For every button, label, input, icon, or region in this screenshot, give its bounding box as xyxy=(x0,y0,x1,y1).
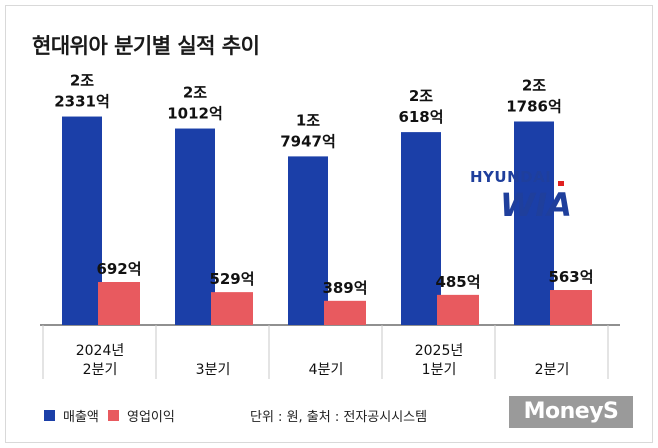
legend-item-operating-profit: 영업이익 xyxy=(108,406,175,425)
operating-profit-bar xyxy=(98,282,140,325)
revenue-bar xyxy=(62,116,102,325)
revenue-data-label: 1조 xyxy=(296,111,320,129)
logo-red-mark xyxy=(558,181,564,186)
revenue-data-label: 2조 xyxy=(522,76,546,94)
revenue-data-label: 2조 xyxy=(70,72,94,90)
category-label: 2024년 xyxy=(76,343,125,359)
legend-label-revenue: 매출액 xyxy=(63,410,99,425)
revenue-data-label: 618억 xyxy=(398,108,443,126)
revenue-data-label: 2조 xyxy=(183,84,207,102)
category-label: 1분기 xyxy=(422,362,457,378)
operating-profit-bar xyxy=(550,290,592,325)
category-label: 2025년 xyxy=(415,343,464,359)
category-label: 2분기 xyxy=(83,362,118,378)
category-label: 3분기 xyxy=(196,362,231,378)
revenue-bar xyxy=(514,121,554,325)
revenue-data-label: 1786억 xyxy=(506,97,562,115)
legend-swatch-operating-profit xyxy=(108,410,119,421)
logo-top-text: HYUNDAI xyxy=(470,168,552,186)
revenue-bar xyxy=(288,156,328,325)
operating-profit-bar xyxy=(324,300,366,325)
revenue-data-label: 2331억 xyxy=(54,93,110,111)
revenue-bar xyxy=(175,128,215,325)
moneys-watermark: MoneyS xyxy=(509,396,633,428)
chart-title: 현대위아 분기별 실적 추이 xyxy=(32,34,260,58)
source-note: 단위 : 원, 출처 : 전자공시시스템 xyxy=(250,410,428,425)
operating-profit-data-label: 529억 xyxy=(209,270,254,288)
operating-profit-bar xyxy=(211,292,253,325)
revenue-data-label: 7947억 xyxy=(280,132,336,150)
logo-bottom-text: WIA xyxy=(500,186,572,224)
category-label: 2분기 xyxy=(535,362,570,378)
operating-profit-data-label: 485억 xyxy=(435,273,480,291)
revenue-bar xyxy=(401,132,441,325)
category-label: 4분기 xyxy=(309,362,344,378)
hyundai-wia-logo: HYUNDAI WIA xyxy=(470,168,600,224)
legend-item-revenue: 매출액 xyxy=(44,406,99,425)
legend-swatch-revenue xyxy=(44,410,55,421)
legend-label-operating-profit: 영업이익 xyxy=(127,410,175,425)
revenue-data-label: 1012억 xyxy=(167,105,223,123)
operating-profit-data-label: 563억 xyxy=(548,268,593,286)
operating-profit-data-label: 692억 xyxy=(96,260,141,278)
operating-profit-data-label: 389억 xyxy=(322,279,367,297)
revenue-data-label: 2조 xyxy=(409,87,433,105)
operating-profit-bar xyxy=(437,294,479,325)
